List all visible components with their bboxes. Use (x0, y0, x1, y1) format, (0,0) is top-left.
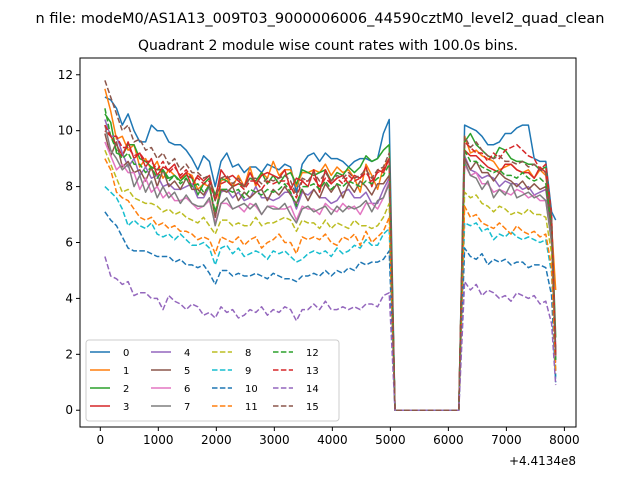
legend-label: 4 (184, 348, 190, 359)
series-line-15 (104, 80, 557, 411)
y-tick-label: 0 (65, 403, 73, 417)
legend-label: 8 (245, 348, 251, 359)
plot-area: 0 1000 2000 3000 4000 5000 6000 7000 8000 0 2 4 6 8 1… (58, 57, 580, 447)
y-tick-label: 6 (65, 236, 73, 250)
legend-label: 1 (123, 366, 129, 377)
legend-label: 11 (245, 402, 258, 413)
legend-entry-2: 2 (90, 384, 129, 395)
y-tick-label: 4 (65, 291, 73, 305)
y-tick-label: 8 (65, 180, 73, 194)
legend-label: 7 (184, 402, 190, 413)
legend-label: 0 (123, 348, 129, 359)
series-line-11 (104, 158, 557, 411)
series-line-12 (104, 108, 557, 411)
y-tick-label: 10 (58, 124, 73, 138)
legend-entry-4: 4 (151, 348, 190, 359)
x-tick-label: 1000 (143, 433, 174, 447)
legend-label: 6 (184, 384, 190, 395)
legend-entry-7: 7 (151, 402, 190, 413)
series-line-5 (104, 133, 557, 411)
legend-label: 12 (306, 348, 319, 359)
legend-entry-6: 6 (151, 384, 190, 395)
legend-entry-1: 1 (90, 366, 129, 377)
x-tick-label: 5000 (375, 433, 406, 447)
y-tick-label: 2 (65, 347, 73, 361)
x-tick-label: 7000 (491, 433, 522, 447)
x-tick-label: 4000 (317, 433, 348, 447)
legend-entry-13: 13 (273, 366, 319, 377)
chart-title: Quadrant 2 module wise count rates with … (138, 38, 518, 54)
legend-entry-14: 14 (273, 384, 319, 395)
legend-label: 10 (245, 384, 258, 395)
series-line-7 (104, 124, 557, 411)
series-line-14 (104, 256, 557, 411)
legend-entry-15: 15 (273, 402, 319, 413)
legend-label: 14 (306, 384, 319, 395)
series-line-13 (104, 124, 557, 411)
x-axis-offset-label: +4.4134e8 (509, 454, 576, 468)
legend-entry-10: 10 (212, 384, 258, 395)
y-tick-label: 12 (58, 68, 73, 82)
legend-label: 15 (306, 402, 319, 413)
legend-label: 5 (184, 366, 190, 377)
legend-entry-9: 9 (212, 366, 251, 377)
series-line-8 (104, 149, 557, 411)
series-layer (104, 80, 557, 411)
legend-entry-0: 0 (90, 348, 129, 359)
legend-entry-3: 3 (90, 402, 129, 413)
x-tick-label: 6000 (433, 433, 464, 447)
x-axis: 0 1000 2000 3000 4000 5000 6000 7000 8000 (96, 427, 580, 447)
series-line-10 (104, 211, 557, 411)
x-tick-label: 3000 (259, 433, 290, 447)
series-line-0 (104, 96, 557, 411)
series-line-9 (104, 186, 557, 411)
x-tick-label: 2000 (201, 433, 232, 447)
legend-entry-12: 12 (273, 348, 319, 359)
legend-entry-8: 8 (212, 348, 251, 359)
legend-frame (85, 339, 340, 422)
legend-label: 3 (123, 402, 129, 413)
legend-label: 9 (245, 366, 251, 377)
legend-label: 13 (306, 366, 319, 377)
figure-suptitle: n file: modeM0/AS1A13_009T03_9000006006_… (36, 11, 605, 27)
legend-entry-11: 11 (212, 402, 258, 413)
legend-label: 2 (123, 384, 129, 395)
x-tick-label: 8000 (549, 433, 580, 447)
legend-entry-5: 5 (151, 366, 190, 377)
y-axis: 0 2 4 6 8 10 12 (58, 68, 80, 417)
x-tick-label: 0 (96, 433, 104, 447)
